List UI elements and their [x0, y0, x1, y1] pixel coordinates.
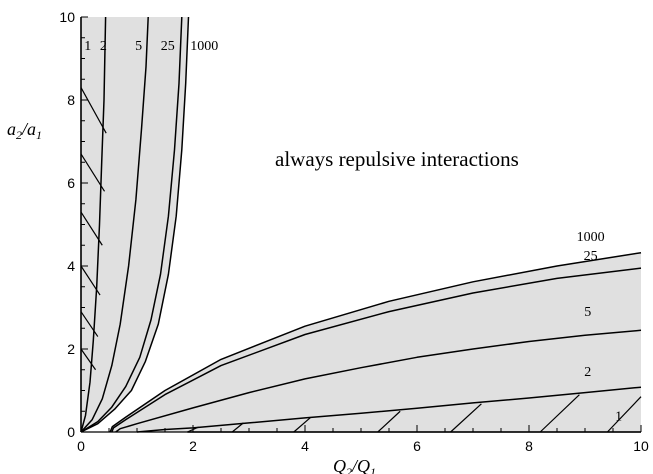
- y-tick-label: 6: [67, 175, 75, 191]
- ticks: 0 2 4 6 8 10 0 2 4 6 8 10: [59, 9, 649, 454]
- curve-lower-2: [136, 386, 642, 433]
- y-tick-label: 4: [67, 258, 75, 274]
- curve-upper-1000: [80, 16, 190, 433]
- curve-lower-1000: [109, 251, 642, 433]
- x-axis-title-main2: Q: [357, 456, 370, 474]
- curve-upper-5: [80, 16, 149, 433]
- x-axis-title-sep: /: [351, 456, 359, 474]
- curve-label: 1000: [190, 39, 218, 54]
- x-tick-label: 4: [301, 438, 309, 454]
- x-axis-title-main: Q: [333, 456, 346, 474]
- curve-label: 5: [584, 305, 591, 320]
- shaded-region-lower: [110, 252, 642, 432]
- curve-label: 25: [584, 249, 598, 264]
- curve-upper-2: [80, 16, 107, 433]
- y-axis-title-sep: /: [21, 119, 29, 139]
- curve-label: 2: [100, 39, 107, 54]
- y-axis-title-main: a: [7, 119, 16, 139]
- x-tick-label: 0: [77, 438, 85, 454]
- y-axis-title-sub2: 1: [36, 128, 42, 142]
- hatch-mark-lower: [293, 417, 311, 433]
- hatch-mark-upper: [80, 311, 99, 337]
- hatch-mark-lower: [377, 410, 401, 433]
- shaded-region-upper: [81, 17, 189, 432]
- hatch-mark-lower: [539, 394, 580, 433]
- y-tick-label: 10: [59, 9, 75, 25]
- hatch-mark-upper: [80, 348, 97, 371]
- curve-label: 25: [161, 39, 175, 54]
- hatch-mark-lower: [231, 422, 244, 433]
- y-axis-title-main2: a: [27, 119, 36, 139]
- curve-label: 1000: [577, 230, 605, 245]
- x-axis-title-sub2: 1: [370, 465, 376, 474]
- curve-lower-25: [111, 267, 642, 433]
- curve-label: 5: [135, 39, 142, 54]
- shaded-regions: [81, 17, 642, 432]
- x-axis-title: Q2/Q1: [333, 456, 376, 474]
- y-tick-label: 0: [67, 424, 75, 440]
- curve-upper-25: [80, 16, 183, 433]
- x-tick-label: 10: [633, 438, 649, 454]
- x-tick-label: 2: [189, 438, 197, 454]
- y-axis-title-sub: 2: [16, 128, 22, 142]
- hatch-mark-lower: [450, 403, 482, 433]
- curve-lower-5: [115, 329, 642, 433]
- y-axis-title: a2/a1: [7, 119, 42, 142]
- curve-label: 1: [84, 39, 91, 54]
- hatch-mark-lower: [606, 396, 642, 433]
- y-tick-label: 8: [67, 92, 75, 108]
- curve-label: 1: [615, 409, 622, 424]
- x-axis-title-sub: 2: [346, 465, 352, 474]
- curve-label: 2: [584, 365, 591, 380]
- x-tick-label: 8: [525, 438, 533, 454]
- y-tick-label: 2: [67, 341, 75, 357]
- x-tick-label: 6: [413, 438, 421, 454]
- hatch-marks: [80, 87, 642, 433]
- hatch-mark-upper: [80, 87, 107, 134]
- annotation-text: always repulsive interactions: [275, 147, 519, 171]
